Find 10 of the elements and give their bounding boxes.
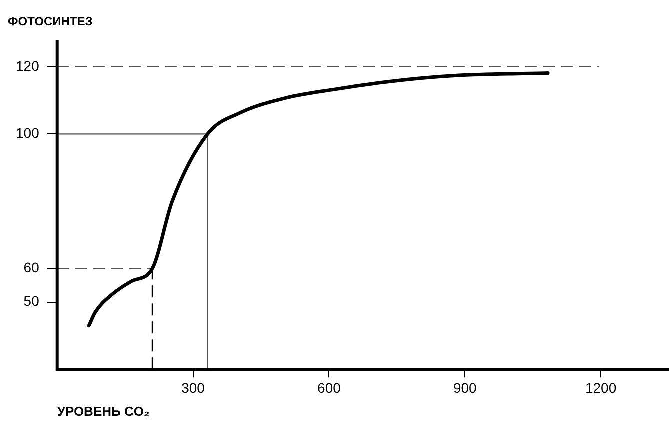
y-axis-title: ФОТОСИНТЕЗ — [8, 14, 93, 28]
x-tick-label: 1200 — [585, 380, 617, 396]
x-tick-label: 300 — [182, 380, 206, 396]
y-tick-label: 120 — [16, 58, 40, 74]
x-tick-label: 600 — [318, 380, 342, 396]
x-tick-label: 900 — [453, 380, 478, 396]
y-tick-label: 60 — [24, 260, 40, 276]
x-axis-title: УРОВЕНЬ CO₂ — [57, 404, 150, 419]
y-tick-label: 100 — [16, 125, 40, 142]
y-tick-label: 50 — [24, 293, 40, 310]
